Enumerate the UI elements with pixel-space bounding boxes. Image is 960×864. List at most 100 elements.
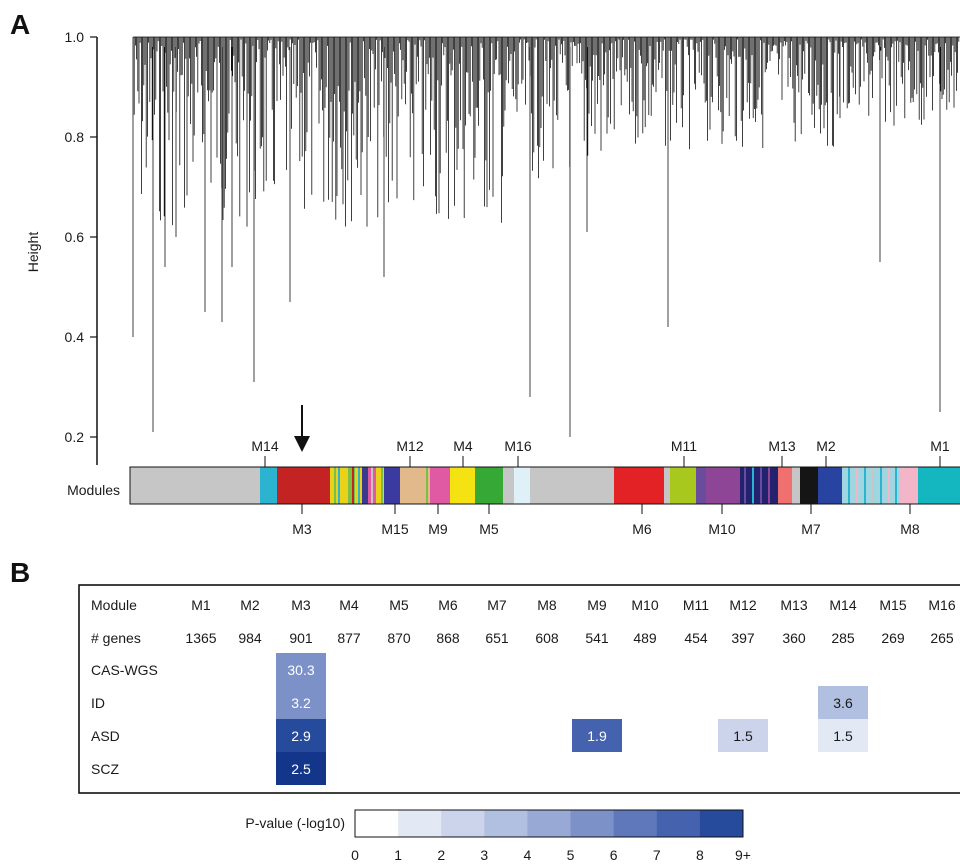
y-axis-label: Height: [25, 232, 41, 273]
module-segment: [384, 467, 400, 504]
scale-box: [699, 810, 744, 837]
module-segment: [800, 467, 818, 504]
module-column-header: M4: [339, 597, 359, 613]
scale-border: [354, 809, 744, 838]
row-label: ASD: [91, 728, 120, 744]
gene-count: 285: [831, 630, 855, 646]
module-segment: [348, 467, 355, 504]
heatmap-cell-value: 1.5: [733, 728, 753, 744]
module-segment: [450, 467, 475, 504]
module-label: M5: [479, 521, 499, 537]
module-column-header: M13: [780, 597, 807, 613]
module-label: M8: [900, 521, 920, 537]
scale-title: P-value (-log10): [245, 815, 345, 831]
module-stripe: [864, 467, 866, 504]
heatmap-cell-value: 2.5: [291, 761, 311, 777]
module-stripe: [744, 467, 746, 504]
color-scale-legend: P-value (-log10) 0 1 2 3 4 5 6 7 8 9+: [245, 809, 751, 863]
track-border: [129, 466, 960, 505]
enrichment-table: 30.3 3.2 3.6 2.9 1.9 1.5 1.5 2.5 Module # genes…: [78, 584, 960, 794]
module-column-header: M12: [729, 597, 756, 613]
module-segment: [475, 467, 503, 504]
scale-tick-label: 6: [610, 847, 618, 863]
module-segment: [376, 467, 384, 504]
heatmap-cell: [276, 686, 326, 719]
scale-ticks: 0 1 2 3 4 5 6 7 8 9+: [351, 847, 751, 863]
module-segment: [670, 467, 696, 504]
module-label: M7: [801, 521, 821, 537]
module-segment: [740, 467, 778, 504]
module-segment: [778, 467, 792, 504]
module-segment: [792, 467, 800, 504]
gene-count: 877: [337, 630, 361, 646]
module-stripe: [872, 467, 874, 504]
arrow-icon: [294, 405, 310, 452]
module-column-header: M3: [291, 597, 311, 613]
gene-count: 868: [436, 630, 460, 646]
scale-tick-label: 7: [653, 847, 661, 863]
module-stripe: [352, 467, 354, 504]
y-tick-label: 1.0: [65, 29, 85, 45]
module-segment: [918, 467, 960, 504]
module-label: M3: [292, 521, 312, 537]
module-column-header: M1: [191, 597, 211, 613]
scale-tick-label: 0: [351, 847, 359, 863]
module-stripe: [895, 467, 897, 504]
heatmap-cell: [718, 719, 768, 752]
table-header-genes: # genes: [91, 630, 141, 646]
module-label: M2: [816, 438, 836, 454]
scale-box: [570, 810, 615, 837]
heatmap-cell-value: 30.3: [287, 662, 314, 678]
module-label: M13: [768, 438, 795, 454]
module-column-header: M16: [928, 597, 955, 613]
heatmap-cell-value: 3.2: [291, 695, 311, 711]
heatmap-cell-value: 1.5: [833, 728, 853, 744]
module-segment: [842, 467, 900, 504]
scale-tick-label: 8: [696, 847, 704, 863]
module-segment: [362, 467, 368, 504]
module-stripe: [426, 467, 428, 504]
module-stripe: [358, 467, 360, 504]
module-segment: [130, 467, 260, 504]
module-label: M11: [671, 438, 697, 454]
module-stripe: [768, 467, 770, 504]
scale-box: [355, 810, 399, 837]
row-labels: CAS-WGS ID ASD SCZ: [91, 662, 158, 777]
module-segment: [400, 467, 430, 504]
scale-box: [441, 810, 485, 837]
heatmap-cells: 30.3 3.2 3.6 2.9 1.9 1.5 1.5 2.5: [276, 653, 868, 785]
gene-count: 608: [535, 630, 559, 646]
module-column-header: M9: [587, 597, 607, 613]
module-label: M4: [453, 438, 473, 454]
scale-boxes: [355, 810, 744, 837]
module-stripe: [888, 467, 890, 504]
module-label: M9: [428, 521, 448, 537]
module-track-label: Modules: [67, 482, 120, 498]
scale-tick-label: 3: [480, 847, 488, 863]
table-border: [78, 584, 960, 794]
panel-b-letter: B: [10, 557, 30, 588]
module-labels-below: M3 M15 M9 M5 M6 M10 M7 M8: [292, 504, 920, 537]
heatmap-cell: [276, 653, 326, 686]
scale-tick-label: 4: [524, 847, 532, 863]
module-segment: [530, 467, 614, 504]
gene-count: 397: [731, 630, 755, 646]
row-label: CAS-WGS: [91, 662, 158, 678]
scale-tick-label: 5: [567, 847, 575, 863]
module-column-header: M10: [631, 597, 658, 613]
y-tick-label: 0.4: [65, 329, 85, 345]
module-color-track: [130, 467, 960, 504]
module-segment: [260, 467, 277, 504]
module-segment: [277, 467, 330, 504]
module-label: M10: [708, 521, 735, 537]
scale-box: [398, 810, 442, 837]
module-segment: [664, 467, 670, 504]
y-tick-label: 0.2: [65, 429, 85, 445]
panel-a-letter: A: [10, 9, 30, 40]
module-column-header: M6: [438, 597, 458, 613]
module-stripe: [856, 467, 858, 504]
gene-count: 541: [585, 630, 609, 646]
gene-count: 1365: [185, 630, 216, 646]
gene-count: 454: [684, 630, 708, 646]
